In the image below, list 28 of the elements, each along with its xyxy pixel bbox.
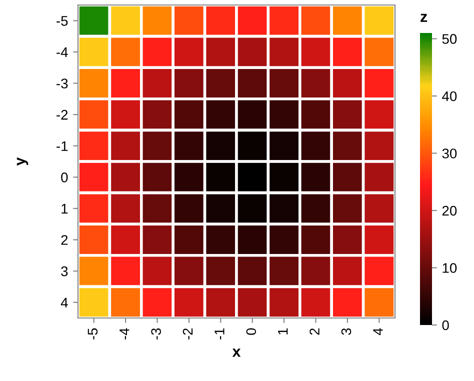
y-tick-label: -1 xyxy=(56,141,68,151)
y-tick-label: 2 xyxy=(61,235,68,245)
x-axis-title: x xyxy=(232,348,241,357)
y-tick-label: -2 xyxy=(56,110,68,120)
y-tick-label: 0 xyxy=(61,172,68,182)
color-bar-label: 30 xyxy=(442,148,457,158)
x-tick-label: -2 xyxy=(182,328,193,340)
x-tick-label: -4 xyxy=(120,328,130,340)
x-tick-label: 0 xyxy=(246,328,256,335)
y-tick-label: -3 xyxy=(56,78,68,88)
y-tick-label: 1 xyxy=(62,204,68,214)
y-axis-title: y xyxy=(16,157,28,166)
y-tick-label: -4 xyxy=(56,47,68,57)
x-tick-label: 3 xyxy=(341,328,352,335)
color-bar-label: 10 xyxy=(442,263,457,273)
x-tick-label: 2 xyxy=(310,328,320,335)
color-bar-label: 20 xyxy=(442,206,457,216)
y-tick-label: 3 xyxy=(61,266,68,276)
x-tick-label: -5 xyxy=(88,328,98,340)
color-bar-title: z xyxy=(420,14,428,22)
x-tick-label: -1 xyxy=(214,328,224,340)
x-tick-label: 4 xyxy=(373,328,383,336)
x-tick-label: 1 xyxy=(278,328,288,334)
y-tick-label: 4 xyxy=(60,298,68,308)
y-tick-label: -5 xyxy=(56,16,68,26)
x-tick-label: -3 xyxy=(151,328,161,340)
color-bar-label: 50 xyxy=(442,34,457,44)
color-bar-label: 40 xyxy=(442,91,457,102)
